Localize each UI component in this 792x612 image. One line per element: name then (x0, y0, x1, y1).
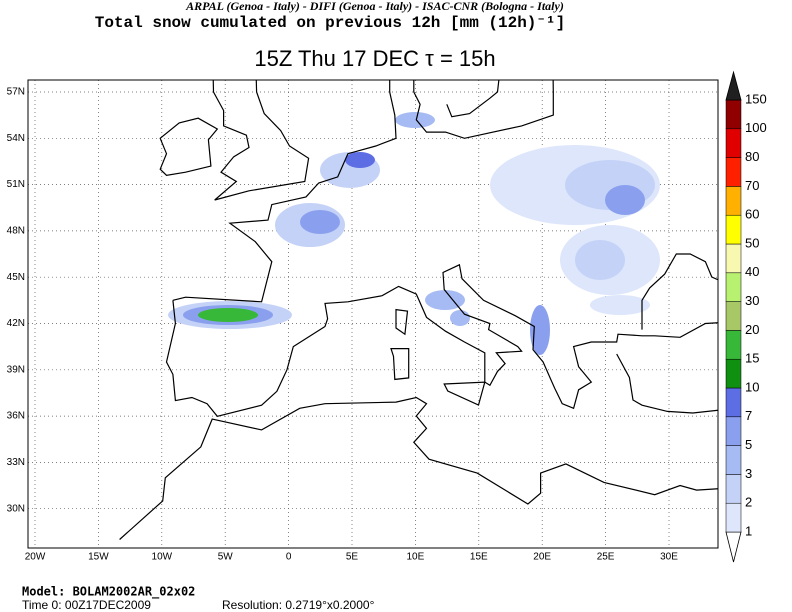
island (443, 381, 486, 406)
colorbar-label: 40 (745, 264, 759, 279)
colorbar-box (725, 243, 742, 274)
lon-label: 5E (346, 552, 359, 563)
lat-label: 30N (7, 503, 25, 514)
map-frame (27, 79, 719, 549)
island (159, 117, 219, 176)
resolution-info: Resolution: 0.2719°x0.2000° (222, 598, 375, 612)
snow-area (345, 152, 375, 168)
coastline (413, 80, 554, 139)
lat-label: 36N (7, 411, 25, 422)
lon-label: 20W (25, 552, 46, 563)
institutions: ARPAL (Genoa - Italy) - DIFI (Genoa - It… (185, 0, 564, 13)
lat-label: 54N (7, 133, 25, 144)
colorbar-box (725, 330, 742, 360)
island (390, 348, 410, 381)
lon-label: 30E (660, 552, 678, 563)
lat-label: 51N (7, 179, 25, 190)
coastline (616, 353, 718, 414)
colorbar-label: 7 (745, 408, 752, 423)
colorbar-label: 15 (745, 351, 759, 366)
colorbar-box (725, 474, 742, 504)
colorbar-box (725, 445, 742, 475)
colorbar-label: 5 (745, 437, 752, 452)
colorbar-box (725, 157, 742, 187)
colorbar-label: 3 (745, 466, 752, 481)
colorbar-box (725, 186, 742, 216)
snow-area (450, 310, 470, 326)
colorbar-label: 10 (745, 379, 759, 394)
lon-label: 10W (152, 552, 173, 563)
map-subtitle: 15Z Thu 17 DEC τ = 15h (254, 46, 495, 71)
colorbar-box (725, 214, 742, 245)
snow-area (425, 290, 465, 310)
lat-label: 39N (7, 364, 25, 375)
colorbar-label: 1 (745, 523, 752, 538)
colorbar-label: 50 (745, 235, 759, 250)
lon-label: 5W (218, 552, 234, 563)
island (212, 80, 310, 201)
colorbar-box (725, 301, 742, 331)
colorbar-label: 70 (745, 178, 759, 193)
colorbar-label: 100 (745, 120, 767, 135)
colorbar-label: 20 (745, 322, 759, 337)
island (395, 308, 409, 336)
lon-label: 15E (470, 552, 488, 563)
time-info: Time 0: 00Z17DEC2009 (22, 598, 151, 612)
lon-label: 0 (286, 552, 292, 563)
lat-label: 57N (7, 87, 25, 98)
coastline (641, 253, 718, 330)
colorbar-label: 30 (745, 293, 759, 308)
snow-area (530, 305, 550, 355)
colorbar-box (725, 502, 742, 533)
lat-label: 45N (7, 272, 25, 283)
lon-label: 25E (597, 552, 615, 563)
colorbar-box (725, 99, 742, 130)
coastline (172, 80, 397, 303)
colorbar-arrow (725, 70, 742, 101)
colorbar-box (725, 358, 742, 389)
colorbar-box (725, 128, 742, 158)
snow-area (590, 295, 650, 315)
snow-area (300, 210, 340, 234)
lon-label: 20E (533, 552, 551, 563)
graticule (28, 80, 718, 548)
lon-label: 15W (88, 552, 109, 563)
coastline (165, 263, 718, 417)
lat-label: 33N (7, 457, 25, 468)
colorbar-label: 80 (745, 149, 759, 164)
colorbar-box (725, 416, 742, 446)
colorbar-box (725, 387, 742, 418)
coastline (119, 396, 718, 540)
colorbar-label: 150 (745, 91, 767, 106)
coastlines (119, 80, 718, 540)
snow-area (605, 185, 645, 215)
lat-label: 48N (7, 226, 25, 237)
colorbar-label: 60 (745, 207, 759, 222)
colorbar-box (725, 272, 742, 302)
lat-label: 42N (7, 318, 25, 329)
colorbar: 1 2 3 5 7 10 15 20 30 40 50 60 70 80 100 150 (725, 70, 767, 563)
map-title: Total snow cumulated on previous 12h [mm… (95, 14, 566, 32)
colorbar-arrow (725, 531, 742, 563)
colorbar-label: 2 (745, 495, 752, 510)
coastline (446, 80, 500, 118)
snow-area (575, 240, 625, 280)
lon-label: 10E (407, 552, 425, 563)
snow-area (395, 112, 435, 128)
snow-field (168, 112, 660, 355)
snow-area (198, 308, 258, 322)
model-info: Model: BOLAM2002AR_02x02 (22, 585, 195, 600)
